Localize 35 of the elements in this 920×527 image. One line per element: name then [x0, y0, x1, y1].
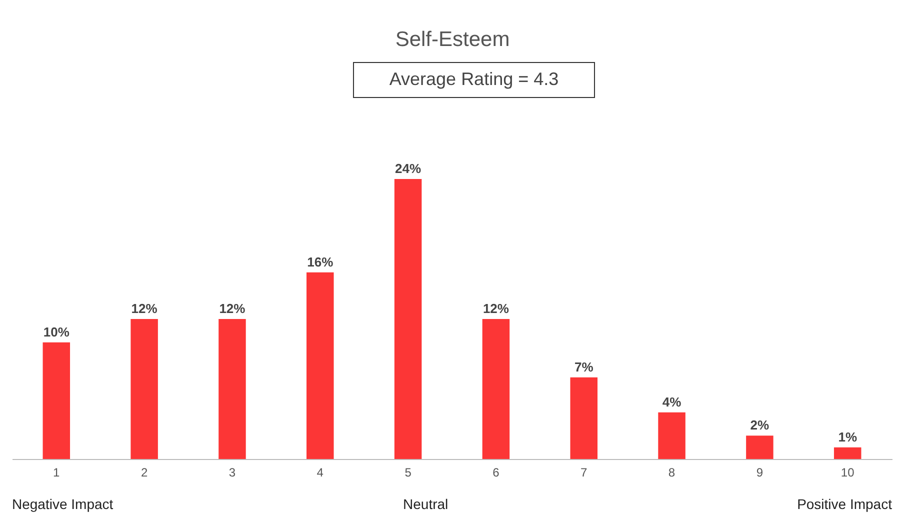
x-tick-label: 4 — [316, 466, 324, 480]
bar — [42, 342, 70, 459]
note-box: Average Rating = 4.3 — [353, 62, 595, 98]
bar — [394, 179, 422, 459]
data-label: 7% — [574, 359, 594, 374]
x-tick-label: 6 — [492, 466, 500, 480]
data-label: 12% — [219, 301, 246, 316]
text: Neutral — [403, 496, 448, 512]
bar — [306, 272, 334, 459]
text: Negative Impact — [12, 496, 114, 512]
x-tick-label: 2 — [140, 466, 148, 480]
bar — [658, 412, 686, 459]
data-label: 12% — [482, 301, 510, 316]
x-tick-label: 5 — [404, 466, 412, 480]
bar — [746, 436, 774, 459]
data-label: 10% — [43, 324, 70, 340]
x-tick-label: 10 — [840, 466, 855, 480]
bar — [218, 319, 246, 459]
data-label: 16% — [307, 254, 334, 270]
bar — [570, 377, 598, 459]
x-tick-label: 3 — [228, 466, 236, 480]
bar — [834, 447, 862, 459]
x-tick-label: 7 — [580, 466, 588, 480]
data-label: 2% — [750, 418, 770, 433]
bar — [130, 319, 158, 459]
data-label: 1% — [838, 429, 858, 444]
bar — [482, 319, 510, 459]
data-label: 12% — [131, 301, 158, 316]
x-tick-label: 9 — [756, 466, 764, 480]
text: Positive Impact — [797, 496, 892, 512]
data-label: 24% — [395, 161, 422, 176]
chart-title: Self-Esteem — [394, 28, 511, 52]
data-label: 4% — [662, 394, 682, 410]
x-tick-label: 8 — [668, 466, 676, 480]
x-tick-label: 1 — [53, 466, 60, 480]
